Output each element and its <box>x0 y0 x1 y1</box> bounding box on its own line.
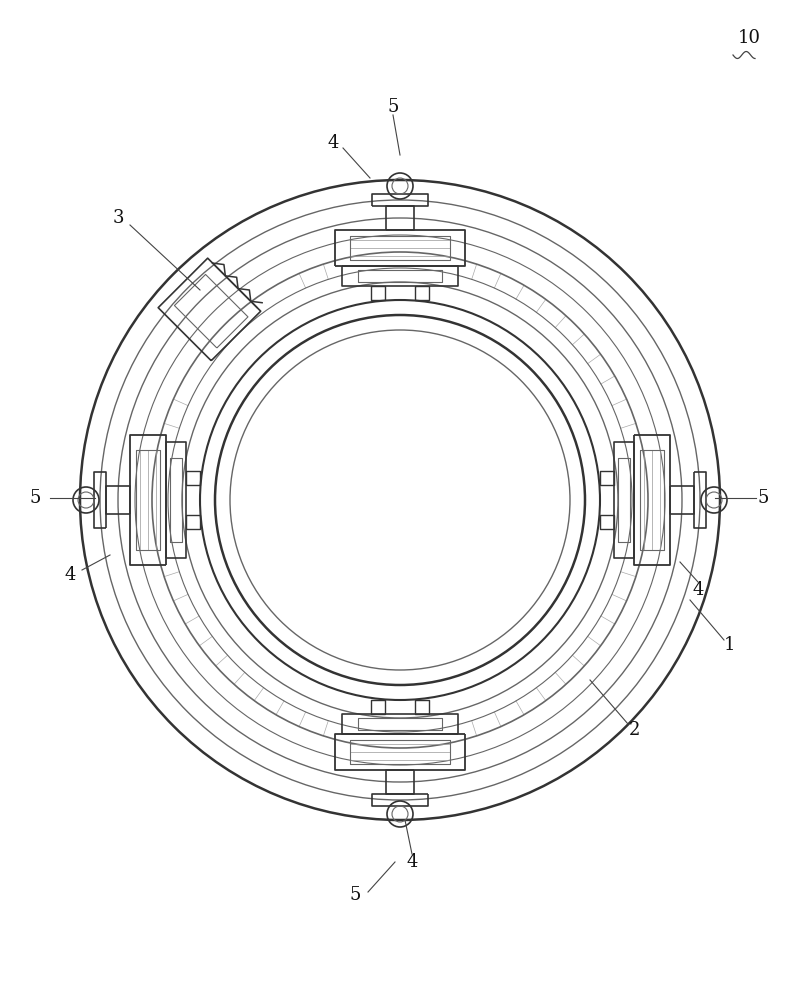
Text: 4: 4 <box>406 853 418 871</box>
Text: 5: 5 <box>388 98 399 116</box>
Text: 5: 5 <box>758 489 769 507</box>
Text: 5: 5 <box>29 489 40 507</box>
Text: 5: 5 <box>349 886 361 904</box>
Text: 4: 4 <box>692 581 704 599</box>
Text: 1: 1 <box>725 636 736 654</box>
Text: 4: 4 <box>327 134 339 152</box>
Text: 10: 10 <box>738 29 761 47</box>
Text: 3: 3 <box>112 209 124 227</box>
Text: 2: 2 <box>629 721 641 739</box>
Text: 4: 4 <box>64 566 76 584</box>
